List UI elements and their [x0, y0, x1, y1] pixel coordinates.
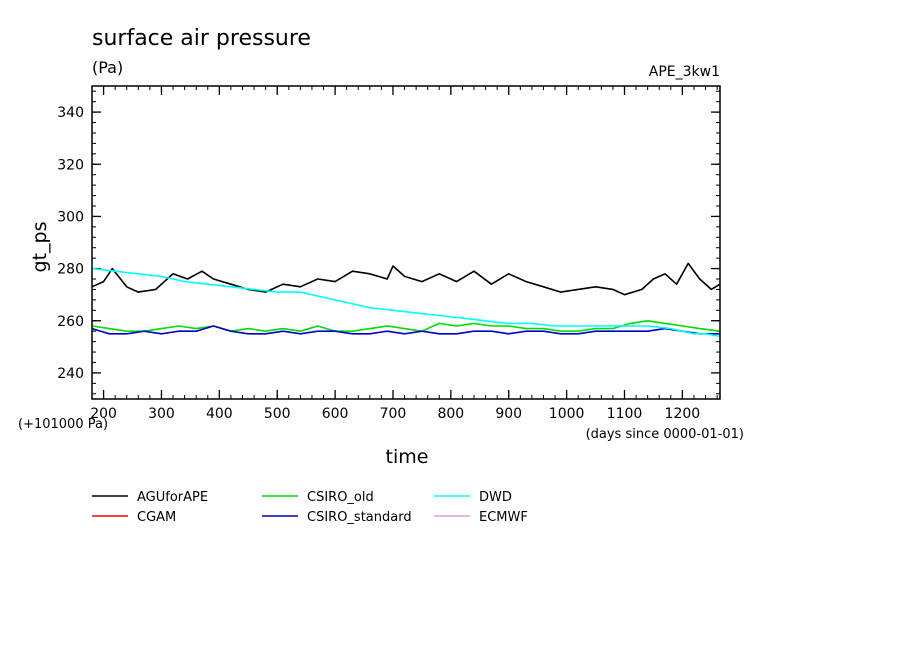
y-offset-note: (+101000 Pa): [18, 417, 108, 432]
legend-label-ecmwf: ECMWF: [479, 510, 528, 525]
x-tick-label: 1100: [607, 406, 643, 422]
y-tick-label: 260: [57, 314, 84, 330]
series-line-csiro-old: [91, 319, 721, 333]
legend-label-aguforape: AGUforAPE: [137, 490, 208, 505]
series-line-dwd: [91, 267, 721, 338]
x-axis-label: time: [386, 446, 429, 468]
x-tick-label: 500: [264, 406, 291, 422]
legend: AGUforAPE CGAM CSIRO_old CSIRO_standard DWD E…: [92, 490, 528, 525]
x-tick-label: 400: [206, 406, 233, 422]
x-unit-note: (days since 0000-01-01): [586, 427, 744, 442]
y-tick-label: 320: [57, 157, 84, 173]
chart-units: (Pa): [92, 58, 123, 77]
chart-title: surface air pressure: [92, 26, 311, 51]
series-line-aguforape: [91, 262, 721, 296]
series-lines: [91, 262, 721, 338]
y-tick-label: 240: [57, 366, 84, 382]
x-tick-label: 600: [322, 406, 349, 422]
series-line-csiro-standard: [91, 325, 720, 335]
x-tick-label: 200: [90, 406, 117, 422]
x-tick-label: 1000: [549, 406, 585, 422]
x-tick-label: 700: [380, 406, 407, 422]
axis-tick-labels: 200 300 400 500 600 700 800 900 1000 1100 1200 240 2…: [57, 105, 700, 422]
x-tick-label: 800: [437, 406, 464, 422]
legend-label-csiro-old: CSIRO_old: [307, 490, 374, 505]
axis-ticks: [92, 86, 720, 399]
run-label: APE_3kw1: [649, 64, 720, 80]
legend-label-cgam: CGAM: [137, 510, 176, 525]
legend-label-csiro-standard: CSIRO_standard: [307, 510, 412, 525]
y-tick-label: 280: [57, 262, 84, 278]
x-tick-label: 900: [495, 406, 522, 422]
y-tick-label: 300: [57, 209, 84, 225]
y-tick-label: 340: [57, 105, 84, 121]
y-axis-label: gt_ps: [29, 222, 51, 273]
x-tick-label: 1200: [665, 406, 701, 422]
plot-area-frame: [91, 85, 721, 400]
x-tick-label: 300: [148, 406, 175, 422]
legend-label-dwd: DWD: [479, 490, 512, 505]
